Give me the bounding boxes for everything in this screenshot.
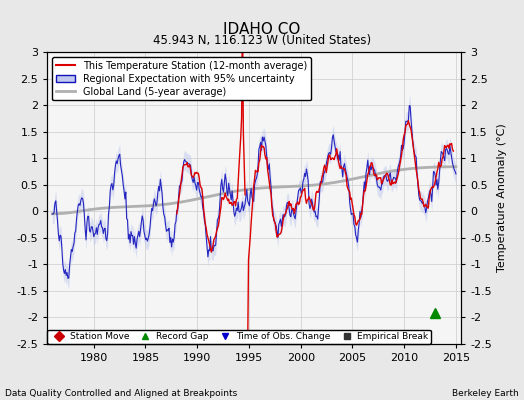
Text: 45.943 N, 116.123 W (United States): 45.943 N, 116.123 W (United States) xyxy=(153,34,371,47)
Text: Data Quality Controlled and Aligned at Breakpoints: Data Quality Controlled and Aligned at B… xyxy=(5,389,237,398)
Y-axis label: Temperature Anomaly (°C): Temperature Anomaly (°C) xyxy=(497,124,507,272)
Text: IDAHO CO: IDAHO CO xyxy=(223,22,301,37)
Text: Berkeley Earth: Berkeley Earth xyxy=(452,389,519,398)
Legend: Station Move, Record Gap, Time of Obs. Change, Empirical Break: Station Move, Record Gap, Time of Obs. C… xyxy=(47,330,431,344)
